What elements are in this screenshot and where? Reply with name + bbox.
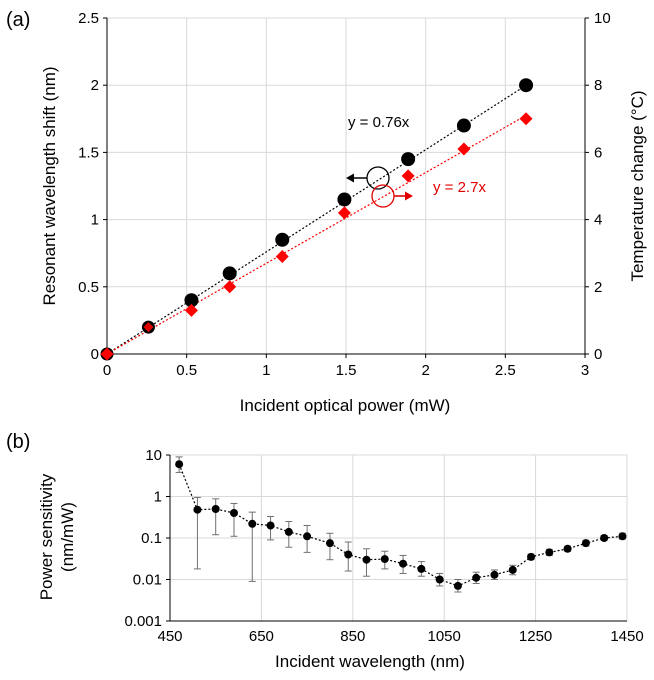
data-point [581,539,590,548]
panel-b-y-axis-label-line2: (nm/mW) [58,502,77,572]
data-point [284,527,293,536]
left-arrowhead-icon [346,173,354,183]
panel-b-error-bars [175,456,626,593]
right-arrowhead-icon [405,191,413,201]
a-y2-tick-label: 6 [594,144,602,161]
a-x-tick-label: 1.5 [336,362,357,379]
panel-b: (b) 450 650 850 1050 1250 1450 0.001 0.01 0.1 1 10… [6,431,644,671]
data-point [325,539,334,548]
black-fit-label: y = 0.76x [348,114,410,131]
data-point [600,534,609,542]
black-circle-point [337,192,352,207]
panel-a-annotations: y = 0.76x y = 2.7x [346,114,486,208]
red-fit-line [106,114,527,355]
a-y2-tick-label: 8 [594,77,602,94]
data-point [362,555,371,564]
b-x-tick-label: 450 [157,628,182,645]
data-point [266,521,275,530]
black-circle-point [184,293,199,308]
panel-b-ticks: 450 650 850 1050 1250 1450 0.001 0.01 0.1 1 10 [124,447,643,645]
data-point [229,509,238,518]
b-y-tick-label: 10 [145,447,162,464]
a-y-tick-label: 2 [91,77,99,94]
data-point [453,581,462,590]
a-y-tick-label: 0 [91,346,99,363]
data-point [527,552,536,561]
red-diamond-point [184,303,198,317]
panel-a-grid [106,17,586,355]
series-line [178,463,623,587]
data-point [248,519,257,528]
b-y-tick-label: 1 [154,489,162,506]
data-point [399,559,408,568]
a-y2-tick-label: 0 [594,346,602,363]
black-fit-line [106,84,527,355]
data-point [380,555,389,564]
a-x-tick-label: 0 [103,362,111,379]
data-point [211,504,220,513]
a-y2-tick-label: 4 [594,212,602,229]
a-x-tick-label: 0.5 [176,362,197,379]
data-point [545,548,554,557]
black-circle-point [275,232,290,247]
b-y-tick-label: 0.001 [124,613,162,630]
red-diamond-point [275,250,289,264]
a-y-tick-label: 1.5 [78,144,99,161]
b-x-tick-label: 1250 [519,628,552,645]
b-x-tick-label: 1050 [428,628,461,645]
a-y-tick-label: 2.5 [78,10,99,27]
data-point [490,570,499,579]
data-point [472,573,481,582]
data-point [618,532,627,541]
a-x-tick-label: 3 [581,362,589,379]
data-point [175,460,184,469]
b-x-tick-label: 650 [249,628,274,645]
panel-a-y2-axis-label: Temperature change (°C) [628,90,647,281]
data-point [303,532,312,541]
panel-a-x-axis-label: Incident optical power (mW) [240,396,451,415]
panel-b-data-points [175,460,627,590]
red-diamond-point [143,322,154,333]
panel-a-data-points [100,78,534,361]
data-point [344,550,353,559]
panel-a-fit-lines [106,84,527,355]
b-x-tick-label: 1450 [610,628,643,645]
panel-b-series-line [178,463,623,587]
black-circle-point [222,266,237,281]
data-point [508,565,517,574]
panel-b-x-axis-label: Incident wavelength (nm) [275,652,465,671]
red-diamond-point [337,206,351,220]
b-y-tick-label: 0.1 [141,530,162,547]
b-y-tick-label: 0.01 [133,572,162,589]
red-fit-label: y = 2.7x [433,179,486,196]
a-y2-tick-label: 2 [594,279,602,296]
red-diamond-point [100,347,114,361]
panel-b-label: (b) [6,431,30,453]
red-diamond-point [457,142,471,156]
red-diamond-point [223,280,237,294]
panel-b-grid [169,454,628,622]
b-x-tick-label: 850 [340,628,365,645]
black-circle-point [401,152,416,167]
red-diamond-point [519,112,533,126]
black-circle-point [456,118,471,133]
data-point [563,544,572,553]
a-y-tick-label: 1 [91,212,99,229]
a-y2-tick-label: 10 [594,10,611,27]
panel-a-label: (a) [6,9,30,31]
data-point [417,564,426,573]
a-y-tick-label: 0.5 [78,279,99,296]
panel-b-y-axis-label-line1: Power sensitivity [37,473,56,600]
a-x-tick-label: 2.5 [495,362,516,379]
black-circle-point [519,78,534,93]
data-point [193,505,202,514]
panel-a-y-axis-label: Resonant wavelength shift (nm) [40,66,59,305]
a-x-tick-label: 2 [421,362,429,379]
data-point [435,575,444,584]
red-diamond-point [401,169,415,183]
a-x-tick-label: 1 [262,362,270,379]
